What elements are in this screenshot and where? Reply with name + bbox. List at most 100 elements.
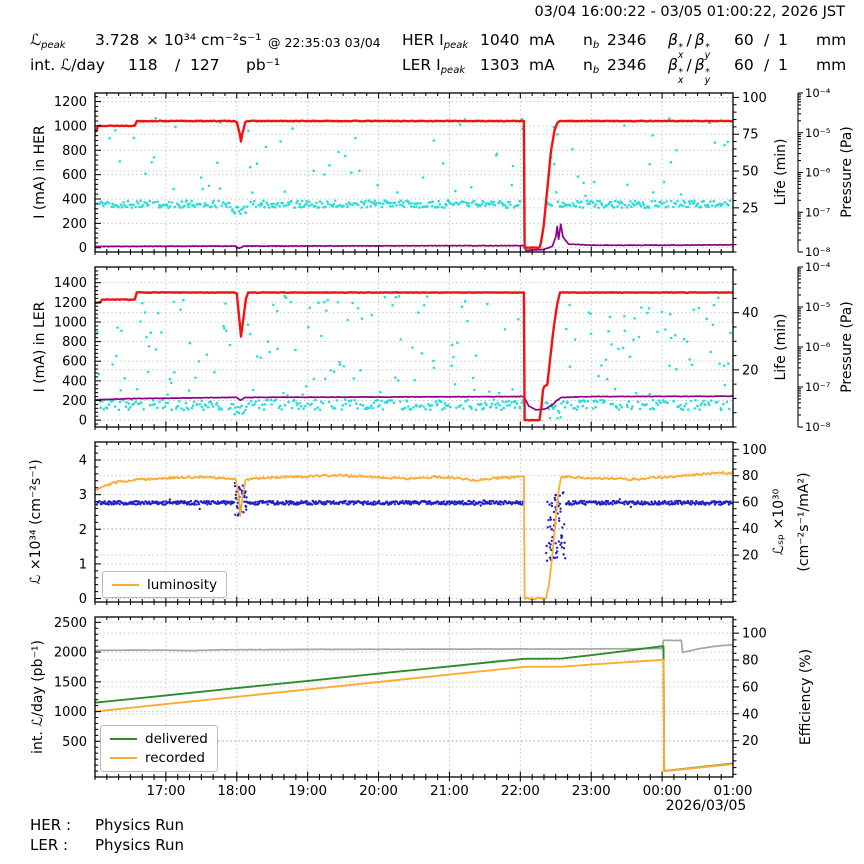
svg-text:10⁻⁸: 10⁻⁸	[805, 420, 831, 434]
svg-text:10⁻⁵: 10⁻⁵	[805, 126, 831, 140]
her-status-value: Physics Run	[95, 816, 185, 834]
svg-text:23:00: 23:00	[572, 783, 611, 799]
svg-text:100: 100	[742, 627, 767, 642]
svg-text:800: 800	[62, 335, 87, 350]
int-lum-unit: pb⁻¹	[246, 56, 281, 74]
integrated-luminosity-plot: 500 1000 1500 2000 2500 20 40 60 80 100 17:00 18:00…	[54, 616, 767, 799]
svg-text:01:00: 01:00	[714, 783, 753, 799]
int-lum-label: int. ℒ/day	[30, 56, 105, 74]
luminosity-plot: 0 1 2 3 4 20 40 60 80 100	[79, 441, 767, 607]
ler-nb-label: nb	[583, 56, 600, 76]
svg-text:17:00: 17:00	[146, 783, 185, 799]
her-ipeak-value: 1040	[480, 31, 520, 49]
ler-beta-unit: mm	[816, 56, 847, 74]
svg-text:400: 400	[62, 193, 87, 208]
ler-ipeak-value: 1303	[480, 56, 520, 74]
svg-text:2500: 2500	[54, 616, 87, 631]
svg-text:80: 80	[742, 469, 759, 484]
x-axis-date-label: 2026/03/05	[665, 798, 747, 814]
svg-text:800: 800	[62, 144, 87, 159]
ler-plot: 0 200 400 600 800 1000 1200 1400 20 40 10⁻⁴ 10⁻⁵ 10⁻…	[54, 260, 831, 434]
her-beta-unit: mm	[816, 31, 847, 49]
her-beta-slash: /	[764, 31, 770, 49]
svg-text:2: 2	[79, 523, 87, 538]
svg-text:50: 50	[742, 165, 759, 180]
her-nb-value: 2346	[607, 31, 647, 49]
integrated-legend: delivered recorded	[100, 725, 218, 772]
peak-luminosity-value: 3.728	[95, 31, 140, 49]
svg-text:100: 100	[742, 91, 767, 106]
her-plot: 0 200 400 600 800 1000 1200 25 50 75 100 10⁻⁴ 10⁻⁵ 10…	[54, 86, 831, 259]
svg-text:10⁻⁴: 10⁻⁴	[805, 260, 831, 274]
svg-text:1400: 1400	[54, 276, 87, 291]
svg-text:20: 20	[742, 549, 759, 564]
svg-text:2000: 2000	[54, 646, 87, 661]
legend-item-delivered: delivered	[110, 731, 208, 747]
svg-text:500: 500	[62, 735, 87, 750]
int-lum-recorded-value: 118	[128, 56, 158, 74]
ler-pressure-axis-label: Pressure (Pa)	[839, 301, 855, 393]
her-ipeak-unit: mA	[529, 31, 555, 49]
her-betax-value: 60	[734, 31, 754, 49]
luminosity-legend: luminosity	[102, 571, 228, 598]
svg-text:10⁻⁵: 10⁻⁵	[805, 300, 831, 314]
svg-text:40: 40	[742, 522, 759, 537]
ler-status-value: Physics Run	[95, 836, 185, 854]
svg-text:3: 3	[79, 488, 87, 503]
svg-text:40: 40	[742, 306, 759, 321]
ler-betay-value: 1	[778, 56, 788, 74]
peak-luminosity-unit: × 10³⁴ cm⁻²s⁻¹	[146, 31, 262, 49]
svg-text:100: 100	[742, 443, 767, 458]
svg-text:400: 400	[62, 374, 87, 389]
svg-text:21:00: 21:00	[430, 783, 469, 799]
svg-text:600: 600	[62, 168, 87, 183]
her-beta-label: β * x / β * y	[668, 31, 711, 61]
int-lum-axis-label: int. ℒ/day (pb⁻¹)	[30, 640, 46, 754]
svg-text:20:00: 20:00	[359, 783, 398, 799]
svg-text:1200: 1200	[54, 296, 87, 311]
svg-text:1500: 1500	[54, 675, 87, 690]
svg-text:22:00: 22:00	[501, 783, 540, 799]
script-l-symbol: ℒ	[30, 31, 42, 49]
svg-text:1000: 1000	[54, 119, 87, 134]
svg-text:80: 80	[742, 654, 759, 669]
svg-text:60: 60	[742, 680, 759, 695]
svg-text:18:00: 18:00	[217, 783, 256, 799]
svg-text:600: 600	[62, 355, 87, 370]
delivered-swatch	[110, 737, 137, 740]
svg-text:0: 0	[79, 592, 87, 607]
svg-text:4: 4	[79, 454, 87, 469]
ler-ipeak-unit: mA	[529, 56, 555, 74]
her-nb-label: nb	[583, 31, 600, 51]
peak-luminosity-label: ℒpeak	[30, 31, 66, 51]
int-lum-sep: /	[175, 56, 181, 74]
her-status-label: HER :	[30, 816, 72, 834]
specific-lum-axis-label-1: ℒₛₚ ×10³⁰	[771, 488, 787, 556]
efficiency-axis-label: Efficiency (%)	[798, 648, 814, 746]
svg-text:0: 0	[79, 241, 87, 256]
svg-text:0: 0	[79, 414, 87, 429]
svg-text:20: 20	[742, 363, 759, 378]
svg-text:20: 20	[742, 734, 759, 749]
svg-text:60: 60	[742, 496, 759, 511]
svg-text:25: 25	[742, 201, 759, 216]
svg-text:10⁻⁶: 10⁻⁶	[805, 340, 831, 354]
svg-text:00:00: 00:00	[643, 783, 682, 799]
svg-text:200: 200	[62, 217, 87, 232]
peak-luminosity-timestamp: @ 22:35:03 03/04	[268, 35, 381, 50]
ler-ipeak-label: LER Ipeak	[402, 56, 466, 76]
ler-betax-value: 60	[734, 56, 754, 74]
svg-text:1: 1	[79, 557, 87, 572]
svg-text:1200: 1200	[54, 95, 87, 110]
ler-nb-value: 2346	[607, 56, 647, 74]
ler-beta-label: β * x / β * y	[668, 56, 711, 86]
recorded-swatch	[110, 757, 137, 760]
svg-text:10⁻⁴: 10⁻⁴	[805, 86, 831, 100]
svg-text:1000: 1000	[54, 315, 87, 330]
ler-status-label: LER :	[30, 836, 69, 854]
her-betay-value: 1	[778, 31, 788, 49]
int-lum-delivered-value: 127	[190, 56, 220, 74]
svg-text:1000: 1000	[54, 705, 87, 720]
